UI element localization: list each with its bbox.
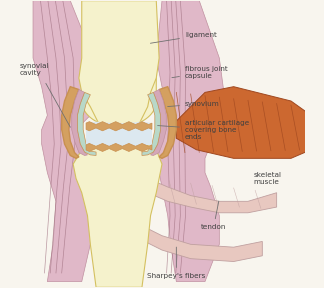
Text: synovium: synovium (168, 101, 220, 107)
Polygon shape (176, 87, 311, 158)
Polygon shape (62, 87, 79, 158)
Text: tendon: tendon (201, 201, 226, 230)
Text: articular cartilage
covering bone
ends: articular cartilage covering bone ends (157, 120, 249, 140)
Text: fibrous joint
capsule: fibrous joint capsule (172, 66, 228, 79)
Text: synovial
cavity: synovial cavity (19, 63, 49, 76)
Polygon shape (77, 92, 96, 156)
Polygon shape (79, 1, 159, 130)
Polygon shape (142, 92, 161, 156)
Polygon shape (128, 216, 262, 262)
Polygon shape (86, 122, 152, 131)
Text: Sharpey's fibers: Sharpey's fibers (147, 247, 205, 279)
Polygon shape (86, 143, 152, 151)
Polygon shape (73, 138, 162, 287)
Text: ligament: ligament (150, 32, 217, 43)
Text: skeletal
muscle: skeletal muscle (254, 172, 282, 185)
Polygon shape (153, 1, 225, 282)
Polygon shape (96, 1, 142, 72)
Polygon shape (159, 87, 176, 158)
Polygon shape (151, 90, 166, 156)
Polygon shape (148, 178, 277, 213)
Polygon shape (72, 90, 87, 156)
Polygon shape (82, 72, 156, 127)
Polygon shape (33, 1, 102, 282)
Polygon shape (86, 122, 152, 147)
